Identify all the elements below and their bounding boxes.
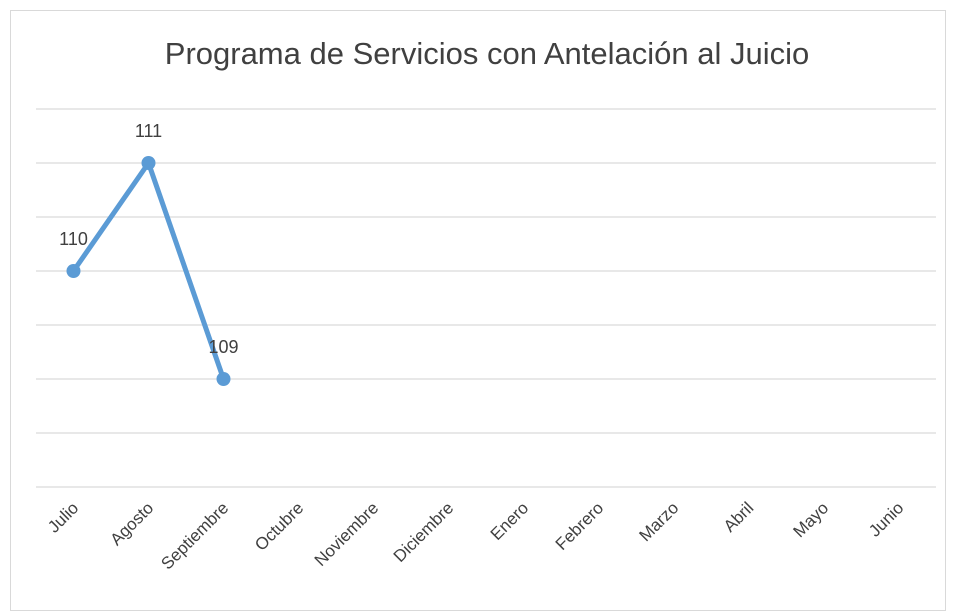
- data-point: [66, 264, 81, 278]
- chart-border: [10, 10, 946, 611]
- chart-title: Programa de Servicios con Antelación al …: [165, 36, 809, 71]
- data-point: [141, 156, 156, 170]
- data-label: 111: [135, 121, 162, 141]
- data-label: 109: [208, 337, 238, 357]
- data-label: 110: [59, 229, 88, 249]
- data-point: [216, 372, 231, 386]
